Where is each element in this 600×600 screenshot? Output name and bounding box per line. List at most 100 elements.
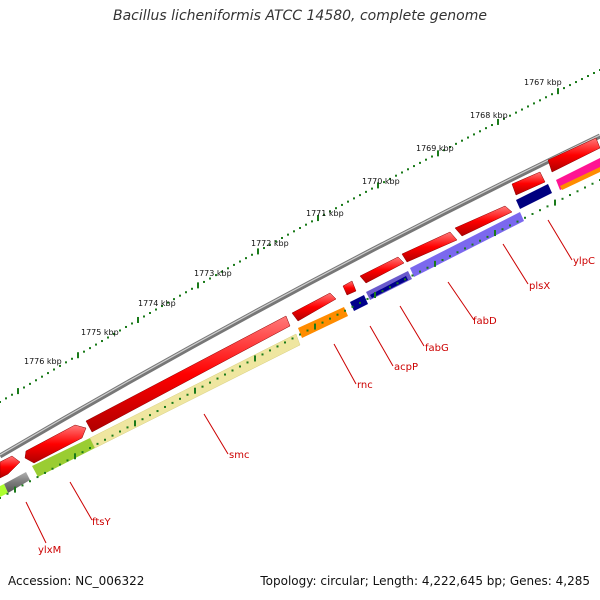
scale-dot — [569, 84, 571, 87]
inner-major-tick — [254, 355, 256, 362]
scale-dot — [305, 223, 307, 226]
inner-dot — [344, 309, 346, 312]
scale-major-tick — [557, 88, 559, 95]
scale-dot — [275, 240, 277, 243]
scale-dot — [83, 350, 85, 353]
scale-dot — [365, 190, 367, 193]
cds-arrow[interactable] — [85, 315, 291, 433]
cds-arrow[interactable] — [24, 424, 87, 464]
scale-dot — [209, 277, 211, 280]
inner-dot — [231, 369, 234, 372]
scale-dot — [371, 187, 373, 190]
accession-label: Accession: NC_006322 — [8, 574, 145, 588]
scale-dot — [167, 301, 169, 304]
gene-ylxM[interactable] — [4, 472, 30, 493]
inner-major-tick — [434, 260, 436, 267]
scale-dot — [539, 99, 541, 102]
inner-dot — [584, 186, 586, 189]
scale-dot — [401, 171, 403, 174]
gene-ylpC[interactable] — [556, 158, 600, 190]
scale-dot — [563, 87, 565, 90]
scale-dot — [71, 357, 73, 360]
cds-arrow[interactable] — [0, 455, 21, 479]
scale-dot — [143, 315, 145, 318]
scale-dot — [467, 136, 469, 139]
scale-dot — [407, 168, 409, 171]
gene-ylpC-tail[interactable] — [560, 167, 600, 190]
scale-dot — [53, 368, 55, 371]
gene-labels: ylpC plsX fabD fabG acpP rnc smc ftsY yl… — [38, 256, 595, 556]
scale-dot — [299, 227, 301, 229]
scale-major-tick — [377, 182, 379, 189]
scale-major-tick — [17, 388, 19, 395]
inner-major-tick — [494, 230, 496, 237]
inner-dot — [516, 220, 519, 223]
inner-dot — [591, 182, 594, 185]
cds-arrow[interactable] — [401, 231, 458, 263]
inner-major-tick — [554, 199, 556, 206]
scale-dot — [359, 194, 361, 197]
gene-label-fabG: fabG — [425, 343, 449, 354]
inner-dot — [561, 197, 564, 200]
inner-dot — [351, 305, 354, 308]
gene-ftsY[interactable] — [32, 438, 95, 477]
inner-dot — [36, 476, 39, 479]
scale-dot — [545, 96, 547, 99]
inner-dot — [149, 414, 151, 417]
gene-ylxM-tail[interactable] — [0, 484, 8, 497]
inner-dot — [81, 451, 84, 454]
cds-arrow[interactable] — [291, 292, 337, 322]
scale-label: 1771 kbp — [306, 209, 344, 218]
scale-dot — [11, 393, 13, 396]
scale-dot — [233, 263, 235, 266]
map-title: Bacillus licheniformis ATCC 14580, compl… — [113, 8, 487, 24]
scale-major-tick — [137, 316, 139, 323]
scale-dot — [527, 105, 529, 108]
scale-dot — [533, 102, 535, 105]
scale-dot — [473, 133, 475, 136]
scale-dot — [23, 386, 25, 389]
cds-arrow[interactable] — [454, 205, 513, 237]
scale-dot — [521, 108, 523, 111]
gene-label-ylpC: ylpC — [573, 256, 595, 267]
scale-labels: 1767 kbp 1768 kbp 1769 kbp 1770 kbp 1771… — [24, 78, 562, 366]
leader-fabG — [399, 305, 425, 347]
scale-dot — [593, 72, 595, 75]
inner-dot — [441, 258, 444, 261]
scale-dot — [503, 117, 505, 120]
inner-dot — [381, 290, 384, 293]
inner-dot — [201, 385, 204, 388]
scale-dot — [89, 347, 91, 350]
scale-dot — [335, 207, 337, 210]
scale-dot — [455, 142, 457, 145]
scale-dot — [41, 375, 43, 378]
gene-plsX[interactable] — [516, 184, 552, 209]
scale-dot — [251, 253, 253, 256]
inner-dot — [404, 278, 406, 281]
inner-dot — [51, 467, 54, 470]
cds-arrow[interactable] — [547, 137, 600, 173]
inner-dot — [291, 337, 294, 340]
inner-dot — [276, 345, 279, 348]
scale-dot — [281, 236, 283, 239]
gene-fabD[interactable] — [410, 212, 524, 277]
gene-label-smc: smc — [229, 450, 249, 461]
cds-arrow[interactable] — [511, 171, 546, 196]
scale-dot — [119, 329, 121, 332]
gene-label-ftsY: ftsY — [92, 517, 111, 528]
leader-acpP — [369, 325, 394, 367]
inner-major-tick — [14, 486, 16, 493]
cds-arrow[interactable] — [342, 280, 357, 296]
scale-dot — [125, 325, 127, 328]
scale-dot — [461, 139, 463, 142]
inner-dot — [576, 190, 579, 193]
inner-major-tick — [74, 453, 76, 460]
inner-dot — [366, 297, 369, 300]
inner-dot — [66, 459, 69, 462]
inner-dot — [261, 353, 264, 356]
scale-label: 1776 kbp — [24, 357, 62, 366]
inner-dot — [539, 209, 541, 212]
scale-label: 1767 kbp — [524, 78, 562, 87]
cds-arrow[interactable] — [359, 256, 405, 284]
scale-dot — [149, 312, 151, 314]
